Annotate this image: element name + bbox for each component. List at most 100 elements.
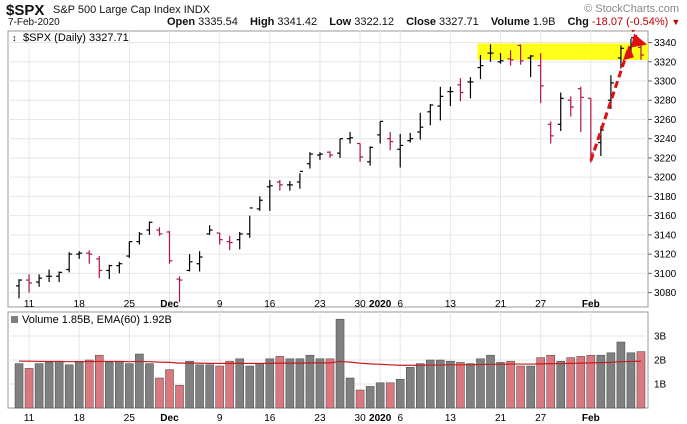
volume-y-axis: 1B 2B 3B xyxy=(654,332,667,391)
ohlc-bar xyxy=(357,142,364,162)
volume-bar xyxy=(195,364,204,409)
ohlc-bar xyxy=(437,86,444,121)
volume-bar xyxy=(375,382,385,409)
volume-bar xyxy=(285,358,295,409)
ohlc-bar xyxy=(296,170,303,189)
x-tick-label: 11 xyxy=(24,299,35,310)
ohlc-bar xyxy=(26,274,33,293)
volume-bar xyxy=(506,360,515,409)
ohlc-bar xyxy=(347,131,354,144)
volume-bar xyxy=(516,365,525,409)
ema-line xyxy=(19,360,641,366)
x-tick-label: 2020 xyxy=(369,413,392,424)
volume-bar xyxy=(295,358,305,409)
volume-bar xyxy=(436,359,445,409)
ohlc-bar xyxy=(286,181,293,191)
volume-bar xyxy=(616,341,626,409)
ohlc-bar xyxy=(276,180,283,191)
volume-bar xyxy=(345,377,355,409)
x-tick-label: 18 xyxy=(74,413,86,424)
ohlc-bar xyxy=(417,112,424,140)
volume-tick-label: 2B xyxy=(654,356,667,367)
x-tick-label: Feb xyxy=(582,299,600,310)
ohlc-bar xyxy=(166,231,173,264)
open-label: Open xyxy=(167,16,196,28)
volume-bar xyxy=(335,318,345,409)
volume-bar xyxy=(135,353,144,409)
x-tick-label: 2020 xyxy=(369,299,392,310)
volume-bar xyxy=(155,377,164,409)
volume-bar xyxy=(185,360,194,409)
ohlc-bar xyxy=(327,151,333,158)
ohlc-bar xyxy=(527,55,534,78)
volume-bar xyxy=(235,358,244,409)
x-tick-label: 13 xyxy=(445,413,457,424)
volume-bar xyxy=(456,362,465,409)
volume-bar xyxy=(606,352,616,409)
volume-bar xyxy=(205,364,214,409)
x-tick-label: 30 xyxy=(355,299,367,310)
volume-bar xyxy=(255,363,265,409)
x-tick-label: 16 xyxy=(264,299,276,310)
ohlc-bar xyxy=(46,269,53,282)
ohlc-bar xyxy=(577,86,584,132)
ohlc-bar xyxy=(56,271,63,282)
ohlc-bar xyxy=(587,97,594,163)
price-panel xyxy=(7,30,649,308)
ohlc-bar xyxy=(547,121,554,144)
x-tick-label: 21 xyxy=(495,413,507,424)
ohlc-bar xyxy=(597,126,604,157)
ohlc-bar xyxy=(387,131,394,151)
ohlc-bar xyxy=(567,96,574,117)
index-name-text: S&P 500 Large Cap Index xyxy=(53,4,181,16)
volume-bar xyxy=(626,352,636,409)
volume-bar xyxy=(24,368,34,409)
volume-tick-label: 3B xyxy=(654,332,667,343)
ohlc-bar xyxy=(146,221,153,235)
ohlc-bar xyxy=(206,225,213,235)
price-tick-label: 3100 xyxy=(654,269,677,280)
volume-bar xyxy=(496,362,505,409)
x-tick-label: 9 xyxy=(217,299,223,310)
ohlc-bar xyxy=(126,241,133,258)
volume-bar xyxy=(34,363,44,409)
volume-bar xyxy=(596,354,606,409)
close-value: 3327.71 xyxy=(439,16,479,28)
volume-bar xyxy=(395,378,405,409)
ohlc-bar xyxy=(617,45,624,69)
price-tick-label: 3240 xyxy=(654,134,677,145)
price-tick-label: 3180 xyxy=(654,192,677,203)
chg-label: Chg xyxy=(567,16,589,28)
price-legend-icon: ↕ xyxy=(12,33,17,43)
x-tick-label: 30 xyxy=(355,413,367,424)
volume-bar xyxy=(426,359,435,409)
x-tick-label: Dec xyxy=(160,413,179,424)
volume-bar xyxy=(405,366,415,409)
ohlc-bar xyxy=(316,152,323,160)
ohlc-bar xyxy=(136,231,143,245)
price-y-axis: 3080 3100 3120 3140 3160 3180 3200 3220 3240 3260… xyxy=(648,38,677,299)
ohlc-bar xyxy=(507,50,514,66)
volume-bar xyxy=(446,360,455,409)
ohlc-bar xyxy=(86,250,93,264)
open-value: 3335.54 xyxy=(198,16,238,28)
ohlc-bar xyxy=(176,276,183,303)
up-trend-arrowhead xyxy=(622,45,634,61)
volume-bar xyxy=(145,363,154,409)
volume-bar xyxy=(315,358,325,409)
volume-bar xyxy=(14,363,24,409)
ohlc-bar xyxy=(246,207,253,238)
ohlc-bar xyxy=(16,279,23,299)
price-bars xyxy=(16,37,644,303)
volume-legend: Volume 1.85B, EMA(60) 1.92B xyxy=(11,314,172,326)
ohlc-bar xyxy=(156,227,163,236)
price-tick-label: 3340 xyxy=(654,38,677,49)
ohlc-readout: Open 3335.54 High 3341.42 Low 3322.12 Close… xyxy=(167,16,680,28)
volume-bar xyxy=(586,354,596,409)
volume-bar xyxy=(476,358,485,409)
volume-x-axis: 11 18 25 Dec 9 16 23 30 2020 6 13 21 27 Feb xyxy=(24,413,600,424)
ohlc-bar xyxy=(256,196,263,211)
ohlc-bar xyxy=(337,138,344,158)
volume-bars xyxy=(14,318,646,409)
x-tick-label: 25 xyxy=(124,299,136,310)
